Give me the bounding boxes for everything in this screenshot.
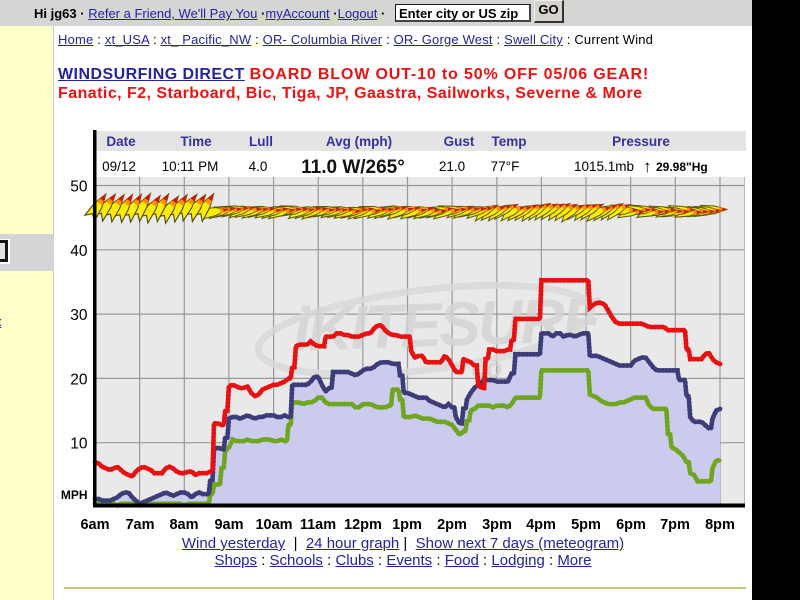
svg-text:MPH: MPH — [61, 488, 88, 502]
svg-text:7pm: 7pm — [660, 517, 690, 533]
svg-text:9am: 9am — [214, 517, 243, 533]
svg-text:6pm: 6pm — [616, 517, 646, 533]
svg-text:5pm: 5pm — [571, 517, 601, 533]
svg-text:30: 30 — [70, 307, 88, 324]
svg-text:20: 20 — [70, 371, 88, 388]
svg-text:Lull: Lull — [249, 134, 273, 149]
svg-text:12pm: 12pm — [344, 517, 382, 533]
svg-text:77°F: 77°F — [491, 159, 520, 174]
svg-text:50: 50 — [70, 179, 88, 196]
svg-text:11am: 11am — [300, 517, 336, 533]
svg-text:10:11 PM: 10:11 PM — [162, 159, 219, 174]
svg-text:4.0: 4.0 — [249, 159, 268, 174]
svg-text:6am: 6am — [80, 517, 109, 533]
svg-text:10: 10 — [70, 436, 88, 453]
svg-text:7am: 7am — [125, 517, 154, 533]
svg-text:↑: ↑ — [643, 157, 652, 176]
svg-text:40: 40 — [70, 243, 88, 260]
svg-text:11.0 W/265°: 11.0 W/265° — [301, 157, 405, 178]
svg-text:Pressure: Pressure — [612, 134, 670, 149]
svg-text:Avg (mph): Avg (mph) — [326, 134, 392, 149]
svg-text:1pm: 1pm — [392, 517, 422, 533]
svg-text:Time: Time — [180, 134, 212, 149]
svg-text:29.98"Hg: 29.98"Hg — [656, 160, 708, 174]
svg-text:4pm: 4pm — [526, 517, 556, 533]
svg-text:10am: 10am — [255, 517, 292, 533]
svg-text:21.0: 21.0 — [439, 159, 465, 174]
svg-text:Date: Date — [106, 134, 136, 149]
svg-text:09/12: 09/12 — [102, 159, 136, 174]
svg-text:3pm: 3pm — [482, 517, 512, 533]
svg-text:1015.1mb: 1015.1mb — [574, 159, 634, 174]
svg-text:Temp: Temp — [491, 134, 526, 149]
svg-text:8am: 8am — [169, 517, 198, 533]
svg-text:Gust: Gust — [444, 134, 475, 149]
svg-text:8pm: 8pm — [705, 517, 735, 533]
svg-text:2pm: 2pm — [437, 517, 467, 533]
